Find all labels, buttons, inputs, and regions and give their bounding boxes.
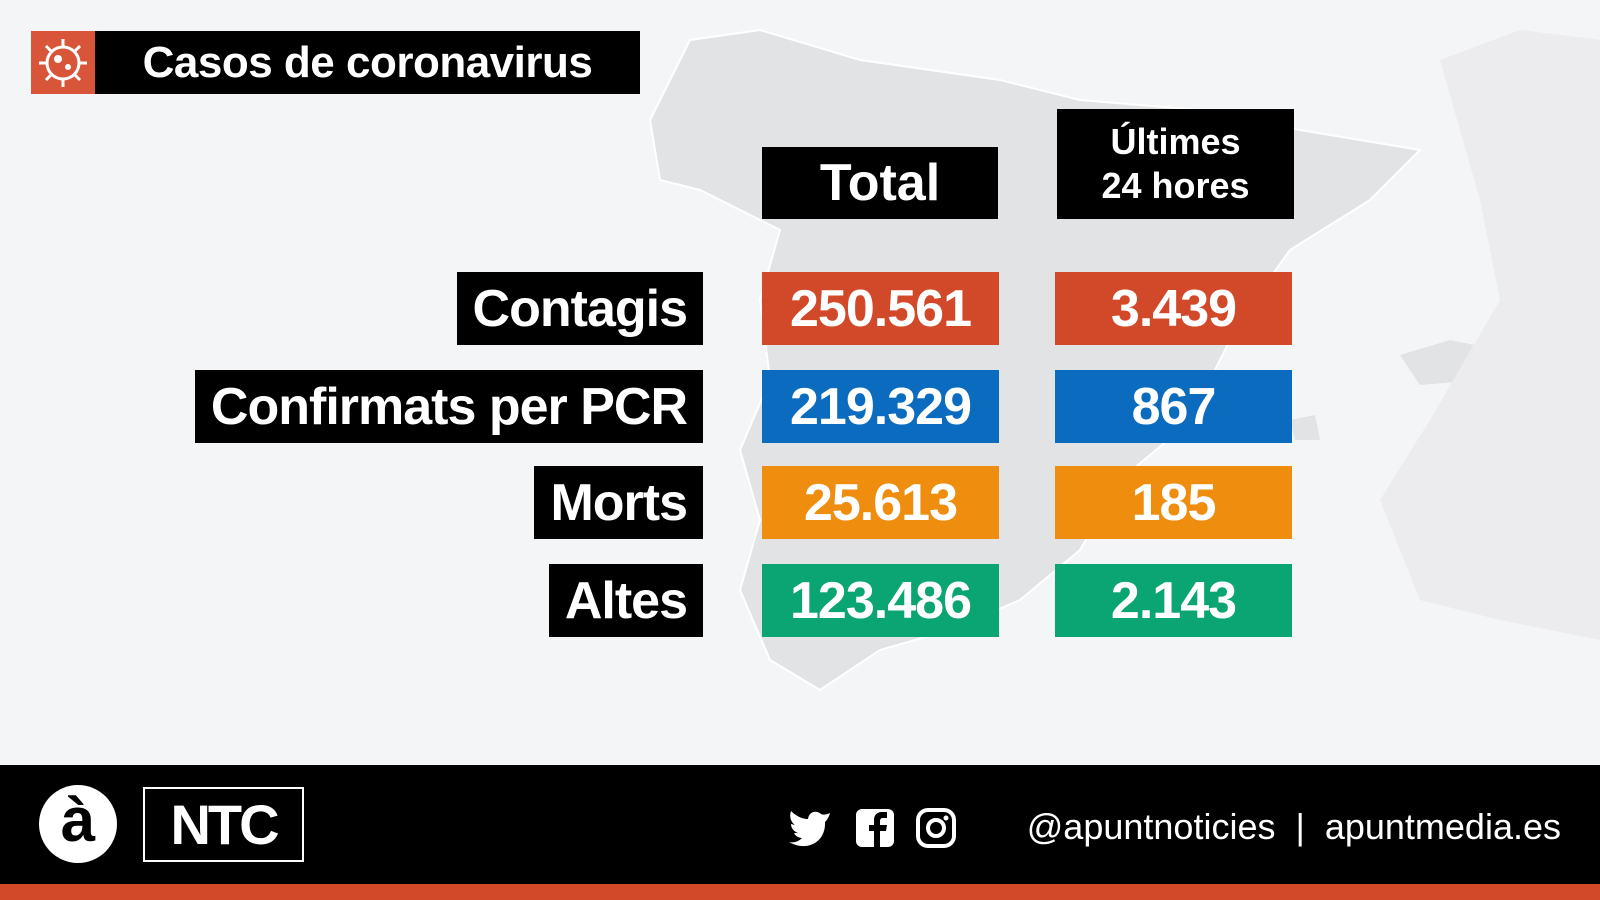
- header-line: 24 hores: [1101, 165, 1250, 206]
- map-shape: [1380, 30, 1600, 640]
- footer-stripe: [0, 884, 1600, 900]
- total-value: 250.561: [762, 272, 999, 345]
- separator: |: [1295, 806, 1305, 847]
- instagram-icon: [916, 808, 956, 848]
- header-total: Total: [762, 147, 998, 219]
- row-label: Morts: [534, 466, 703, 539]
- total-value: 25.613: [762, 466, 999, 539]
- brand: NTC: [143, 787, 304, 862]
- row-label: Contagis: [456, 272, 703, 345]
- site: apuntmedia.es: [1324, 806, 1561, 847]
- map-island: [1290, 415, 1320, 440]
- handle: @apuntnoticies: [1026, 806, 1276, 847]
- footer-links: @apuntnoticies | apuntmedia.es: [1027, 805, 1561, 849]
- social-icons: [789, 808, 956, 848]
- virus-icon-graphic: [39, 38, 87, 87]
- last24-value: 3.439: [1055, 272, 1292, 345]
- total-value: 219.329: [762, 370, 999, 443]
- last24-value: 867: [1055, 370, 1292, 443]
- row-label: Confirmats per PCR: [194, 370, 703, 443]
- twitter-icon: [789, 811, 830, 847]
- header-last24: Últimes 24 hores: [1057, 109, 1294, 219]
- virus-icon: [31, 31, 95, 94]
- logo: à: [39, 785, 117, 863]
- row-label: Altes: [548, 564, 703, 637]
- last24-value: 185: [1055, 466, 1292, 539]
- last24-value: 2.143: [1055, 564, 1292, 637]
- title: Casos de coronavirus: [95, 31, 640, 94]
- header-line: Últimes: [1110, 121, 1241, 162]
- total-value: 123.486: [762, 564, 999, 637]
